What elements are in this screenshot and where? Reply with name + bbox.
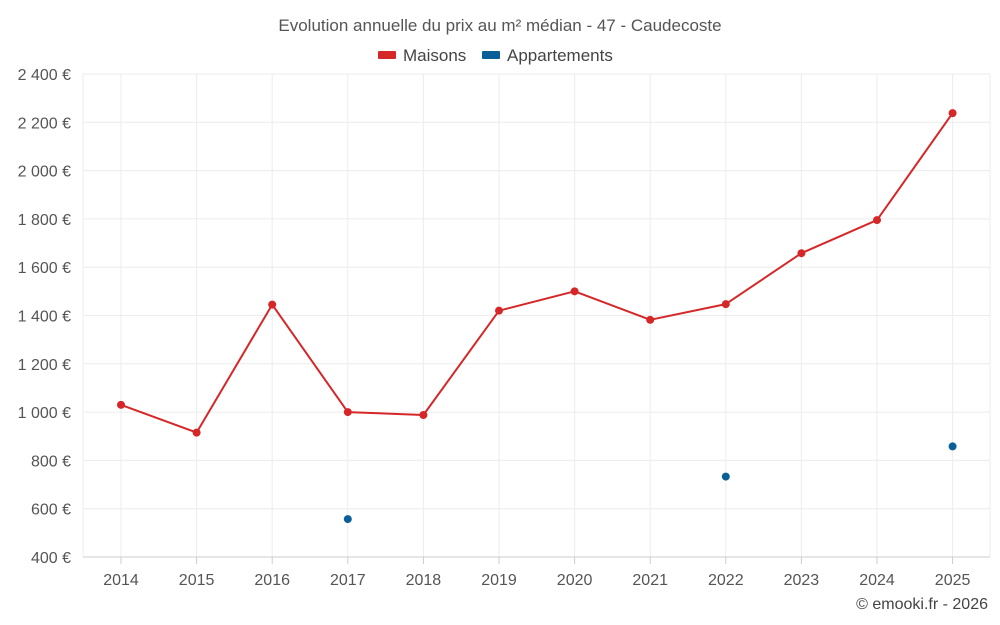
x-tick-label: 2021 bbox=[632, 572, 668, 589]
data-point-maisons[interactable] bbox=[646, 315, 655, 324]
x-tick-label: 2022 bbox=[708, 572, 744, 589]
x-tick-label: 2023 bbox=[784, 572, 820, 589]
legend-item-appartements[interactable]: Appartements bbox=[482, 46, 613, 65]
y-tick-label: 600 € bbox=[31, 502, 71, 519]
data-point-maisons[interactable] bbox=[268, 300, 277, 309]
data-point-maisons[interactable] bbox=[873, 216, 881, 225]
series-line-maisons bbox=[120, 112, 954, 434]
data-point-appartements[interactable] bbox=[948, 442, 957, 451]
data-point-maisons[interactable] bbox=[343, 408, 352, 417]
data-point-appartements[interactable] bbox=[343, 515, 352, 524]
y-tick-label: 1 200 € bbox=[18, 357, 71, 374]
y-tick-label: 2 000 € bbox=[18, 164, 71, 181]
y-tick-label: 1 000 € bbox=[18, 405, 71, 422]
x-tick-label: 2025 bbox=[935, 572, 971, 589]
x-tick-label: 2018 bbox=[406, 572, 442, 589]
x-tick-label: 2017 bbox=[330, 572, 366, 589]
x-tick-label: 2020 bbox=[557, 572, 593, 589]
legend-swatch-appartements bbox=[482, 51, 500, 59]
y-tick-label: 400 € bbox=[31, 550, 71, 567]
data-point-maisons[interactable] bbox=[797, 249, 806, 258]
x-tick-label: 2024 bbox=[859, 572, 895, 589]
chart-title: Evolution annuelle du prix au m² médian … bbox=[278, 16, 721, 35]
y-tick-label: 1 600 € bbox=[18, 260, 71, 277]
legend: Maisons Appartements bbox=[378, 46, 613, 65]
data-point-maisons[interactable] bbox=[117, 400, 125, 409]
data-point-maisons[interactable] bbox=[721, 300, 730, 309]
legend-item-maisons[interactable]: Maisons bbox=[378, 46, 466, 65]
x-tick-label: 2019 bbox=[481, 572, 517, 589]
y-tick-label: 2 400 € bbox=[18, 67, 71, 84]
y-tick-label: 800 € bbox=[31, 453, 71, 470]
y-tick-label: 1 800 € bbox=[18, 212, 71, 229]
x-tick-label: 2016 bbox=[254, 572, 290, 589]
data-point-appartements[interactable] bbox=[721, 472, 730, 481]
axes: 400 € 600 € 800 € 1 000 € 1 200 € 1 400 € 1 60… bbox=[18, 67, 990, 589]
y-tick-label: 2 200 € bbox=[18, 115, 71, 132]
grid bbox=[82, 73, 991, 557]
series bbox=[117, 109, 957, 524]
data-point-maisons[interactable] bbox=[495, 306, 503, 315]
data-point-maisons[interactable] bbox=[570, 287, 579, 296]
y-tick-label: 1 400 € bbox=[18, 309, 71, 326]
x-tick-label: 2014 bbox=[103, 572, 139, 589]
data-point-maisons[interactable] bbox=[192, 428, 201, 437]
data-point-maisons[interactable] bbox=[419, 410, 428, 419]
legend-label-maisons: Maisons bbox=[403, 46, 466, 65]
legend-swatch-maisons bbox=[378, 51, 396, 59]
credit-text: © emooki.fr - 2026 bbox=[856, 596, 988, 613]
data-point-maisons[interactable] bbox=[948, 109, 957, 118]
x-tick-label: 2015 bbox=[179, 572, 215, 589]
legend-label-appartements: Appartements bbox=[507, 46, 613, 65]
